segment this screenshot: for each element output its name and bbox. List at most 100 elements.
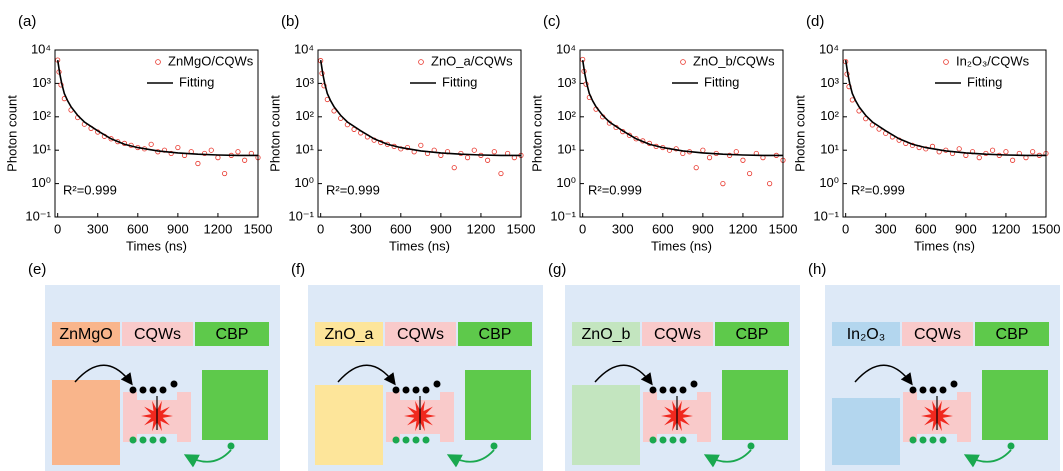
x-tick-label: 1500 <box>507 221 536 236</box>
panel-label: (e) <box>28 261 46 278</box>
layer-header <box>52 322 120 346</box>
data-point <box>726 152 733 158</box>
plot <box>580 56 786 187</box>
legend-label: Fitting <box>967 74 1002 89</box>
etl-band <box>52 380 120 465</box>
hole <box>412 436 420 444</box>
electron-transfer-arrow <box>594 364 653 386</box>
legend-label: Fitting <box>179 74 214 89</box>
hole <box>139 436 147 444</box>
layer-label: CQWs <box>654 326 701 343</box>
data-point <box>963 152 969 158</box>
x-tick-label: 1200 <box>728 221 757 236</box>
layer-header <box>572 322 640 346</box>
layer-header <box>195 322 269 346</box>
layer-label: CBP <box>996 326 1029 343</box>
y-tick-label: 10³ <box>557 75 576 90</box>
hole <box>227 442 235 450</box>
electron-transfer-arrow <box>337 364 396 386</box>
cbp-band <box>722 370 788 440</box>
data-point <box>491 149 497 155</box>
x-tick-label: 1200 <box>203 221 232 236</box>
y-axis-label: Photon count <box>792 95 807 172</box>
layer-header <box>122 322 193 346</box>
hole <box>747 442 755 450</box>
layer-header <box>832 322 900 346</box>
layer-label: In₂O₃ <box>847 326 886 343</box>
data-point <box>168 150 174 157</box>
x-tick-label: 0 <box>317 221 324 236</box>
x-tick-label: 600 <box>915 221 937 236</box>
data-point <box>242 157 248 163</box>
electron-transfer-arrow <box>74 364 133 386</box>
data-point <box>438 152 444 158</box>
hole-transfer-arrow <box>446 449 495 468</box>
legend-marker <box>943 59 949 65</box>
y-tick-label: 10¹ <box>820 142 839 157</box>
layer-label: ZnO_b <box>582 326 631 343</box>
data-point <box>767 181 773 187</box>
layer-header <box>902 322 973 346</box>
cbp-band <box>982 370 1048 440</box>
electron <box>159 386 167 394</box>
x-tick-label: 300 <box>87 221 109 236</box>
data-point <box>976 155 982 161</box>
layer-header <box>385 322 456 346</box>
x-tick-label: 600 <box>652 221 674 236</box>
hole <box>159 436 167 444</box>
axes-frame <box>579 49 784 218</box>
fit-line <box>844 59 1046 157</box>
hole <box>659 436 667 444</box>
data-point <box>464 155 471 161</box>
legend-label: Fitting <box>704 74 739 89</box>
etl-band <box>572 385 640 465</box>
data-point <box>923 146 929 152</box>
layer-label: CBP <box>736 326 769 343</box>
data-point <box>706 155 713 161</box>
data-point <box>740 157 746 163</box>
y-tick-label: 10⁻¹ <box>550 208 576 223</box>
data-point <box>108 136 114 142</box>
annotation: R²=0.999 <box>588 182 642 197</box>
y-tick-label: 10⁴ <box>31 41 51 56</box>
annotation: R²=0.999 <box>63 182 117 197</box>
hole <box>909 436 917 444</box>
axes-frame <box>842 49 1047 218</box>
hole <box>939 436 947 444</box>
y-tick-label: 10⁰ <box>556 175 576 190</box>
electron <box>433 380 441 388</box>
data-point <box>222 170 228 177</box>
y-tick-label: 10⁰ <box>31 175 51 190</box>
panel-label: (g) <box>548 261 566 278</box>
y-tick-label: 10⁰ <box>294 175 314 190</box>
electron <box>919 386 927 394</box>
electron <box>412 386 420 394</box>
x-axis-label: Times (ns) <box>126 238 187 253</box>
x-tick-label: 0 <box>54 221 61 236</box>
hole <box>919 436 927 444</box>
legend-label: Fitting <box>442 74 477 89</box>
x-tick-label: 1500 <box>769 221 798 236</box>
layer-header <box>715 322 789 346</box>
hole <box>392 436 400 444</box>
hole <box>402 436 410 444</box>
layer-label: CQWs <box>134 326 181 343</box>
y-axis-label: Photon count <box>4 95 19 172</box>
legend-marker <box>155 59 161 65</box>
data-point <box>1030 149 1036 155</box>
data-point <box>1003 149 1009 155</box>
data-point <box>398 146 404 152</box>
panel-label: (d) <box>806 13 824 30</box>
x-tick-label: 0 <box>579 221 586 236</box>
y-tick-label: 10⁻¹ <box>25 208 51 223</box>
x-tick-label: 900 <box>430 221 452 236</box>
legend-marker <box>418 59 424 65</box>
hole <box>929 436 937 444</box>
data-point <box>680 150 686 157</box>
x-tick-label: 1200 <box>991 221 1020 236</box>
panel-label: (h) <box>808 261 826 278</box>
x-axis-label: Times (ns) <box>651 238 712 253</box>
hole <box>669 436 677 444</box>
y-tick-label: 10³ <box>295 75 314 90</box>
data-point <box>148 141 154 147</box>
